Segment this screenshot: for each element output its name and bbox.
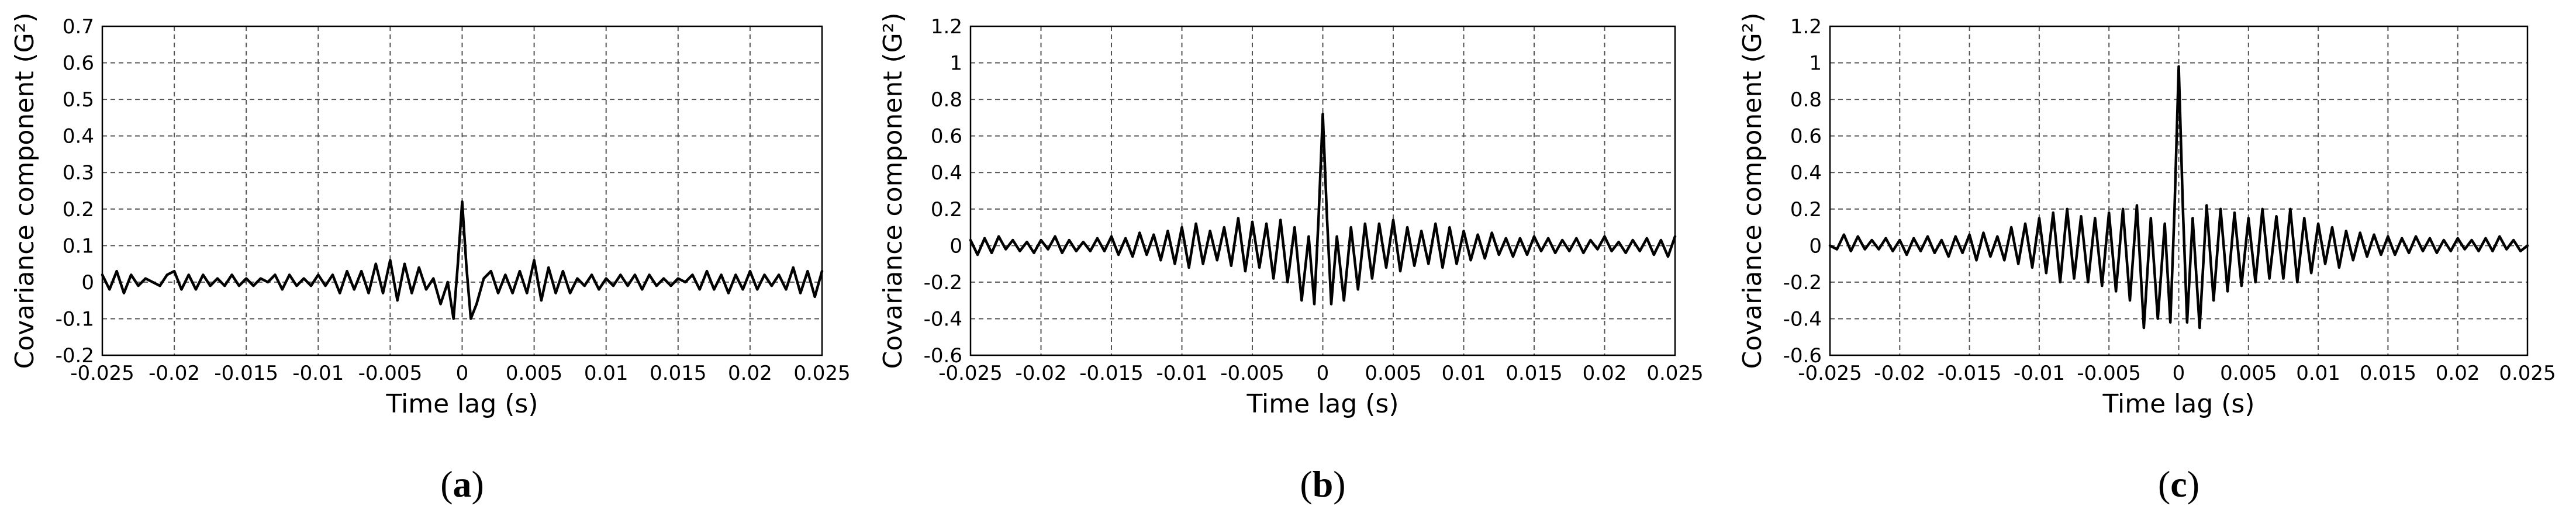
panel-label-a: (a) bbox=[440, 463, 484, 505]
y-tick-label: -0.6 bbox=[924, 344, 962, 368]
y-tick-label: 0.5 bbox=[63, 88, 94, 112]
plot-frame bbox=[1829, 25, 2529, 356]
x-tick-label: 0.02 bbox=[1583, 362, 1627, 385]
y-tick-label: 0.8 bbox=[931, 88, 962, 112]
y-tick-label: 0.4 bbox=[931, 161, 962, 185]
grid bbox=[102, 26, 822, 355]
x-tick-label: 0.01 bbox=[584, 362, 629, 385]
x-tick-label: -0.005 bbox=[358, 362, 423, 385]
x-tick-label: 0 bbox=[456, 362, 469, 385]
y-axis-title: Covariance component (G²) bbox=[1738, 12, 1767, 369]
x-tick-label: -0.01 bbox=[1156, 362, 1208, 385]
series-line bbox=[101, 200, 824, 320]
chart-panel-a: -0.2 -0.1 0 0.1 0.2 0.3 0.4 0.5 0.6 0.7 -0.025 -0.0… bbox=[0, 0, 859, 520]
y-tick-label: 0.3 bbox=[63, 161, 94, 185]
plot-frame bbox=[101, 25, 823, 356]
panel-label-c: (c) bbox=[2158, 463, 2199, 505]
y-tick-label: 0 bbox=[81, 271, 94, 294]
chart-b: -0.6 -0.4 -0.2 0 0.2 0.4 0.6 0.8 1 1.2 -0.025 -0.02… bbox=[878, 12, 1704, 505]
y-tick-label: 0.1 bbox=[63, 234, 94, 258]
x-tick-label: -0.025 bbox=[70, 362, 134, 385]
y-tick-label: 0.6 bbox=[931, 125, 962, 148]
y-tick-label: 0.6 bbox=[63, 52, 94, 75]
y-tick-label: 0.4 bbox=[1790, 161, 1822, 185]
y-tick-label: 0.7 bbox=[63, 15, 94, 39]
x-tick-label: -0.005 bbox=[2077, 362, 2141, 385]
x-tick-label: 0.015 bbox=[2360, 362, 2416, 385]
panel-label-b: (b) bbox=[1300, 463, 1345, 505]
y-tick-label: 0.8 bbox=[1790, 88, 1822, 112]
x-tick-label: -0.02 bbox=[1016, 362, 1067, 385]
x-tick-label: -0.01 bbox=[2014, 362, 2065, 385]
y-tick-label: 0.4 bbox=[63, 125, 94, 148]
x-tick-label: -0.015 bbox=[214, 362, 278, 385]
y-tick-label: -0.4 bbox=[924, 307, 962, 331]
series-line bbox=[1828, 65, 2529, 330]
chart-c: -0.6 -0.4 -0.2 0 0.2 0.4 0.6 0.8 1 1.2 -0.025 -0.02… bbox=[1738, 12, 2556, 505]
y-tick-label: 0.6 bbox=[1790, 125, 1822, 148]
x-axis-title: Time lag (s) bbox=[2102, 389, 2254, 419]
x-tick-label: 0.01 bbox=[1442, 362, 1486, 385]
x-tick-label: 0 bbox=[2173, 362, 2185, 385]
x-tick-label: 0 bbox=[1317, 362, 1330, 385]
y-tick-label: -0.6 bbox=[1783, 344, 1822, 368]
x-tick-label: 0.02 bbox=[728, 362, 772, 385]
y-tick-label: -0.2 bbox=[56, 344, 94, 368]
plot-frame bbox=[969, 25, 1676, 356]
x-tick-label: 0.015 bbox=[1505, 362, 1562, 385]
x-axis-title: Time lag (s) bbox=[385, 389, 538, 419]
x-tick-label: -0.015 bbox=[1079, 362, 1144, 385]
series-line bbox=[969, 112, 1677, 306]
grid bbox=[1830, 26, 2527, 355]
x-tick-label: 0.015 bbox=[650, 362, 706, 385]
y-axis-title: Covariance component (G²) bbox=[878, 12, 908, 369]
x-tick-label: -0.02 bbox=[1874, 362, 1925, 385]
x-tick-label: 0.025 bbox=[2499, 362, 2556, 385]
y-tick-label: -0.1 bbox=[56, 307, 94, 331]
y-tick-label: -0.4 bbox=[1783, 307, 1822, 331]
y-tick-label: -0.2 bbox=[1783, 271, 1822, 294]
x-tick-label: -0.02 bbox=[149, 362, 200, 385]
y-tick-label: -0.2 bbox=[924, 271, 962, 294]
x-axis-title: Time lag (s) bbox=[1246, 389, 1399, 419]
x-tick-label: 0.01 bbox=[2296, 362, 2340, 385]
y-tick-label: 1 bbox=[1809, 52, 1822, 75]
y-tick-label: 1.2 bbox=[931, 15, 962, 39]
chart-panel-c: -0.6 -0.4 -0.2 0 0.2 0.4 0.6 0.8 1 1.2 -0.025 -0.02… bbox=[1719, 0, 2576, 520]
y-tick-label: 0.2 bbox=[931, 198, 962, 221]
y-tick-label: 0 bbox=[1809, 234, 1822, 258]
y-tick-label: 0 bbox=[949, 234, 962, 258]
x-tick-label: 0.025 bbox=[1646, 362, 1703, 385]
x-tick-label: -0.01 bbox=[292, 362, 344, 385]
x-tick-label: 0.005 bbox=[2220, 362, 2277, 385]
x-tick-label: 0.005 bbox=[1365, 362, 1421, 385]
y-tick-label: 1.2 bbox=[1790, 15, 1822, 39]
x-tick-label: 0.005 bbox=[506, 362, 562, 385]
grid bbox=[971, 26, 1675, 355]
x-tick-label: -0.005 bbox=[1220, 362, 1284, 385]
x-tick-label: 0.02 bbox=[2436, 362, 2480, 385]
y-axis-title: Covariance component (G²) bbox=[10, 12, 40, 369]
chart-a: -0.2 -0.1 0 0.1 0.2 0.3 0.4 0.5 0.6 0.7 -0.025 -0.0… bbox=[10, 12, 851, 505]
y-tick-label: 1 bbox=[949, 52, 962, 75]
x-tick-label: 0.025 bbox=[793, 362, 850, 385]
y-tick-label: 0.2 bbox=[1790, 198, 1822, 221]
x-tick-label: -0.025 bbox=[1798, 362, 1862, 385]
x-tick-label: -0.025 bbox=[938, 362, 1003, 385]
y-tick-label: 0.2 bbox=[63, 198, 94, 221]
x-tick-label: -0.015 bbox=[1938, 362, 2002, 385]
chart-panel-b: -0.6 -0.4 -0.2 0 0.2 0.4 0.6 0.8 1 1.2 -0.025 -0.02… bbox=[859, 0, 1719, 520]
